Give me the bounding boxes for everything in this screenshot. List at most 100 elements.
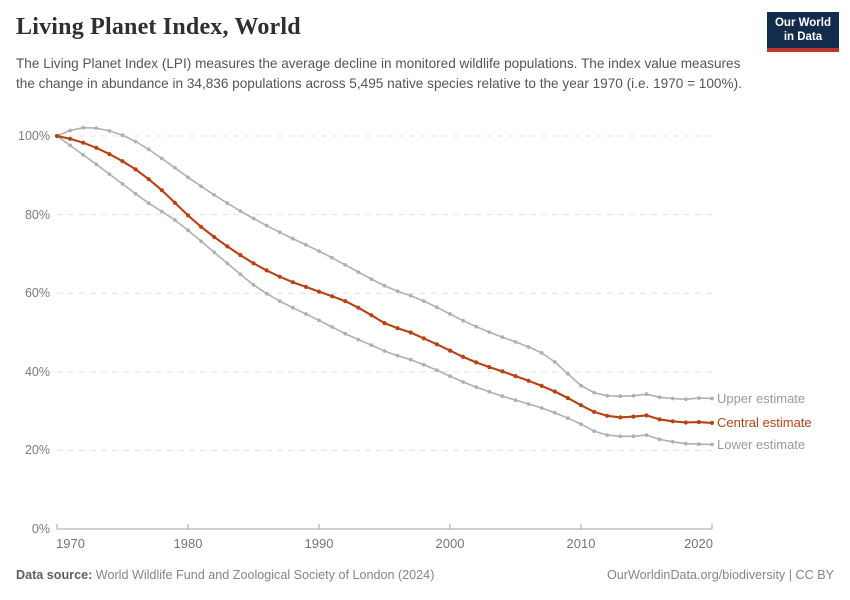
- central-estimate-point-1970: [54, 133, 60, 139]
- upper-estimate-point-1984: [238, 209, 243, 214]
- owid-link[interactable]: OurWorldinData.org/biodiversity | CC BY: [606, 568, 834, 582]
- upper-estimate-point-2006: [526, 345, 531, 349]
- lower-estimate-point-2011: [592, 429, 596, 433]
- central-estimate-point-1982: [212, 234, 217, 240]
- central-estimate-point-1972: [81, 140, 86, 145]
- lower-estimate-point-2003: [487, 389, 492, 394]
- legend-upper-estimate[interactable]: Upper estimate: [717, 390, 806, 406]
- owid-logo-line1: Our World: [774, 17, 831, 29]
- lower-estimate-point-2000: [448, 374, 452, 378]
- lower-estimate-point-1982: [212, 250, 217, 255]
- x-tick-label-1970: 1970: [56, 536, 85, 551]
- central-estimate-point-1976: [133, 167, 138, 172]
- legend-lower-estimate[interactable]: Lower estimate: [717, 436, 806, 452]
- central-estimate-point-1974: [107, 152, 112, 157]
- central-estimate-point-2005: [513, 374, 518, 379]
- lower-estimate-point-2004: [500, 394, 505, 399]
- central-estimate-point-1981: [199, 224, 204, 229]
- central-estimate-point-2015: [644, 413, 649, 418]
- lower-estimate-point-2002: [474, 385, 479, 389]
- y-tick-label-0: 0%: [31, 522, 50, 536]
- owid-logo[interactable]: Our World in Data: [766, 12, 839, 52]
- lower-estimate-point-1977: [146, 201, 151, 206]
- upper-estimate-point-1989: [304, 243, 308, 247]
- upper-estimate-point-2008: [552, 360, 557, 364]
- chart-subtitle: The Living Planet Index (LPI) measures t…: [16, 56, 742, 91]
- central-estimate-point-1985: [251, 261, 256, 266]
- lower-estimate-point-1995: [382, 349, 387, 353]
- central-estimate-point-1978: [159, 188, 164, 193]
- central-estimate-point-1990: [316, 289, 322, 294]
- lower-estimate-line: [56, 135, 713, 446]
- central-estimate-point-1971: [68, 136, 73, 141]
- legend-central-estimate[interactable]: Central estimate: [717, 414, 812, 430]
- upper-estimate-point-1996: [395, 289, 400, 294]
- upper-estimate-point-1979: [173, 165, 177, 170]
- central-estimate-point-1995: [382, 321, 387, 326]
- central-estimate-point-1998: [421, 336, 426, 341]
- central-estimate-point-2002: [474, 360, 479, 365]
- upper-estimate-point-2018: [683, 397, 688, 402]
- central-estimate-point-2018: [683, 420, 688, 425]
- central-estimate-point-1984: [238, 253, 243, 258]
- lower-estimate-point-1973: [94, 162, 99, 167]
- upper-estimate-point-1988: [290, 236, 295, 241]
- lower-estimate-point-2016: [657, 437, 662, 442]
- lower-estimate-point-1990: [317, 318, 321, 323]
- lower-estimate-point-1992: [343, 331, 348, 336]
- upper-estimate-point-1994: [369, 277, 374, 281]
- lower-estimate-point-2012: [605, 433, 610, 437]
- central-estimate-point-2016: [657, 417, 662, 422]
- central-estimate-point-2003: [487, 365, 492, 370]
- central-estimate-point-1997: [408, 330, 413, 335]
- central-estimate-point-2009: [565, 396, 571, 401]
- lower-estimate-point-1971: [68, 143, 72, 148]
- lower-estimate-point-1998: [421, 362, 426, 367]
- lower-estimate-point-1972: [81, 153, 86, 157]
- x-tick-label-2020: 2020: [684, 536, 713, 551]
- upper-estimate-point-1981: [199, 184, 204, 189]
- data-source: Data source: World Wildlife Fund and Zoo…: [16, 568, 434, 582]
- central-estimate-point-1996: [395, 326, 400, 331]
- upper-estimate-point-2011: [592, 390, 596, 395]
- central-estimate-point-2006: [526, 378, 531, 383]
- upper-estimate-point-1995: [382, 283, 387, 288]
- upper-estimate-point-2001: [461, 318, 465, 323]
- y-tick-label-20: 20%: [24, 443, 50, 458]
- upper-estimate-point-1973: [94, 126, 99, 130]
- lower-estimate-point-1996: [395, 353, 400, 358]
- central-estimate-point-1987: [277, 274, 282, 279]
- upper-estimate-point-1997: [408, 293, 413, 298]
- upper-estimate-point-1999: [435, 305, 439, 310]
- lower-estimate-point-1999: [435, 368, 439, 373]
- y-tick-label-100: 100%: [18, 129, 50, 143]
- upper-estimate-point-1980: [186, 175, 190, 180]
- upper-estimate-point-2012: [605, 393, 610, 398]
- lower-estimate-point-2017: [670, 439, 675, 444]
- lower-estimate-point-1983: [225, 261, 230, 266]
- upper-estimate-point-1998: [421, 299, 426, 303]
- upper-estimate-point-1974: [107, 129, 112, 133]
- central-estimate-point-2000: [447, 348, 453, 353]
- owid-logo-line2: in Data: [783, 30, 823, 43]
- upper-estimate-point-1985: [251, 216, 256, 221]
- central-estimate-point-2012: [605, 413, 610, 418]
- upper-estimate-point-1976: [133, 139, 138, 144]
- central-estimate-point-2020: [709, 420, 715, 425]
- lower-estimate-point-1994: [369, 343, 374, 347]
- x-tick-label-1980: 1980: [173, 536, 203, 551]
- lower-estimate-point-1991: [330, 325, 334, 329]
- lower-estimate-point-1985: [251, 283, 256, 287]
- upper-estimate-point-2009: [566, 371, 570, 376]
- upper-estimate-point-1975: [120, 133, 125, 138]
- upper-estimate-point-2002: [474, 324, 479, 329]
- central-estimate-point-2011: [592, 409, 597, 414]
- lower-estimate-point-2013: [618, 434, 623, 439]
- lower-estimate-point-2010: [579, 422, 583, 426]
- upper-estimate-point-2016: [657, 395, 662, 400]
- lower-estimate-point-1988: [290, 305, 295, 310]
- x-tick-label-2010: 2010: [566, 536, 596, 551]
- lower-estimate-point-2019: [697, 442, 701, 446]
- central-estimate-point-1975: [120, 159, 125, 164]
